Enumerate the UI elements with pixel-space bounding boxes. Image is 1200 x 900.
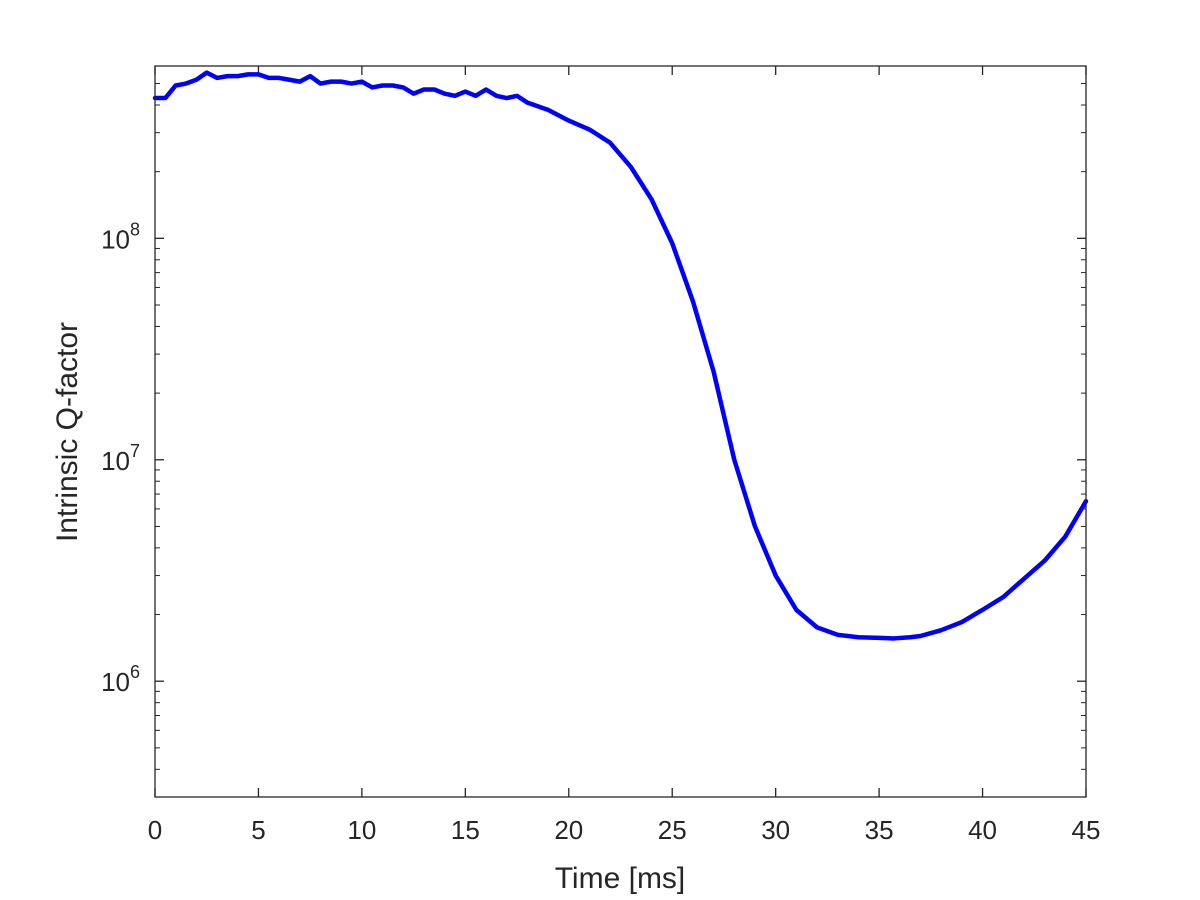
x-tick-labels: 0 5 10 15 20 25 30 35 40 45 (148, 815, 1101, 845)
x-tick-label: 5 (251, 815, 265, 845)
y-tick-label-exponent: 8 (130, 219, 140, 239)
x-tick-label: 25 (658, 815, 687, 845)
x-tick-label: 10 (347, 815, 376, 845)
plot-frame (154, 65, 1087, 798)
x-axis-label: Time [ms] (555, 862, 686, 895)
x-tick-label: 0 (148, 815, 162, 845)
y-tick-label-exponent: 7 (130, 441, 140, 461)
x-tick-label: 20 (554, 815, 583, 845)
y-tick-label: 108 (101, 219, 140, 254)
x-tick-label: 30 (761, 815, 790, 845)
y-tick-label-base: 10 (101, 446, 130, 476)
y-axis-label: Intrinsic Q-factor (51, 322, 84, 542)
plot-background (155, 66, 1086, 797)
x-tick-label: 15 (451, 815, 480, 845)
series-line (152, 70, 1089, 641)
y-tick-label: 107 (101, 441, 140, 476)
x-axis-ticks (154, 66, 1087, 797)
y-axis-minor-ticks (155, 65, 1086, 798)
x-tick-label: 40 (968, 815, 997, 845)
x-tick-label: 35 (865, 815, 894, 845)
y-tick-label-exponent: 6 (130, 662, 140, 682)
y-tick-label: 106 (101, 662, 140, 697)
x-tick-label: 45 (1072, 815, 1101, 845)
y-tick-label-base: 10 (101, 667, 130, 697)
y-axis-ticks (155, 237, 1086, 682)
y-tick-label-base: 10 (101, 224, 130, 254)
